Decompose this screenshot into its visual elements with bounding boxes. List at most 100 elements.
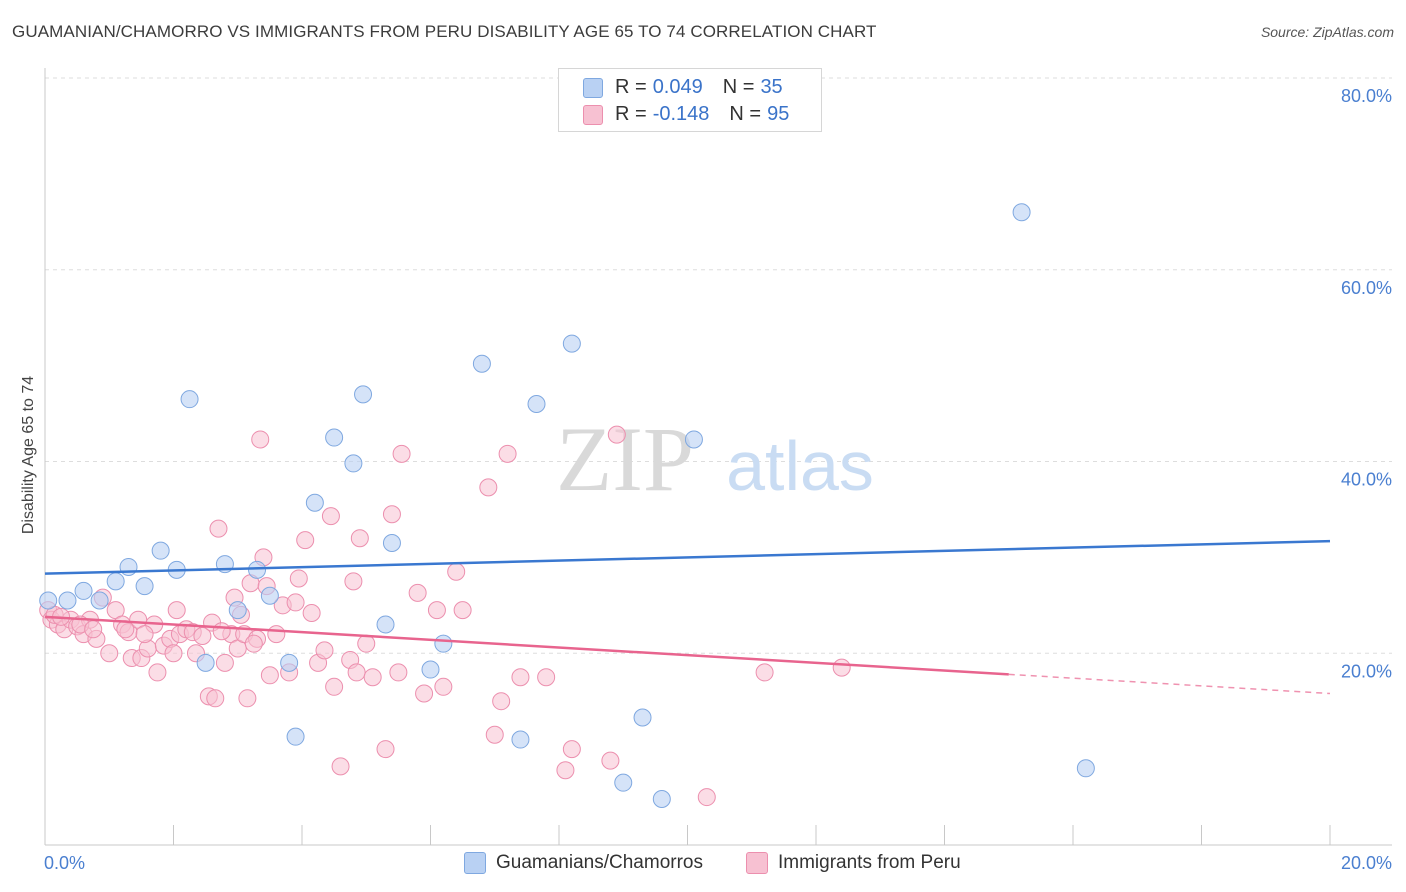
data-point-peru — [447, 562, 466, 581]
data-point-peru — [286, 593, 305, 612]
chart-title: GUAMANIAN/CHAMORRO VS IMMIGRANTS FROM PE… — [12, 22, 877, 41]
correlation-legend: R = 0.049 N = 35 R = -0.148 N = 95 — [558, 68, 822, 132]
data-point-peru — [479, 478, 498, 497]
data-point-guamanian — [1012, 203, 1031, 222]
data-point-peru — [260, 666, 279, 685]
data-point-peru — [492, 692, 511, 711]
data-point-peru — [251, 430, 270, 449]
grid-lines — [45, 77, 1392, 654]
y-tick-label: 80.0% — [1341, 86, 1392, 106]
n-value: 35 — [760, 76, 783, 98]
trend-line-peru-extension — [1008, 673, 1331, 695]
y-axis-label: Disability Age 65 to 74 — [20, 376, 37, 534]
data-point-guamanian — [421, 660, 440, 679]
data-point-peru — [755, 663, 774, 682]
legend-label: Immigrants from Peru — [778, 852, 961, 873]
y-tick-label: 60.0% — [1341, 278, 1392, 298]
data-point-peru — [209, 519, 228, 538]
data-point-peru — [238, 689, 257, 708]
data-point-guamanian — [633, 708, 652, 727]
data-point-peru — [315, 641, 334, 660]
data-point-peru — [267, 625, 286, 644]
r-label: R = — [615, 103, 647, 125]
data-point-peru — [344, 572, 363, 591]
axes — [44, 68, 1392, 846]
data-point-guamanian — [325, 428, 344, 447]
data-point-peru — [376, 740, 395, 759]
data-point-guamanian — [614, 773, 633, 792]
data-point-peru — [350, 529, 369, 548]
data-point-peru — [212, 622, 231, 641]
data-point-peru — [601, 751, 620, 770]
data-point-peru — [485, 725, 504, 744]
data-point-peru — [537, 668, 556, 687]
trend-line-guamanians — [44, 539, 1331, 575]
data-point-guamanian — [180, 390, 199, 409]
blue-swatch — [583, 77, 603, 98]
watermark-zip: ZIP — [556, 408, 694, 510]
data-point-guamanian — [228, 601, 247, 620]
data-point-guamanian — [58, 591, 77, 610]
y-tick-labels: 20.0% 40.0% 60.0% 80.0% — [1341, 86, 1392, 681]
data-point-guamanian — [472, 354, 491, 373]
data-point-guamanian — [354, 385, 373, 404]
data-point-peru — [511, 668, 530, 687]
data-point-peru — [363, 668, 382, 687]
data-point-guamanian — [260, 586, 279, 605]
data-point-peru — [215, 653, 234, 672]
data-point-guamanian — [74, 581, 93, 600]
series-legend: Guamanians/Chamorros Immigrants from Per… — [0, 852, 1406, 878]
n-label: N = — [729, 103, 762, 125]
chart-source: Source: ZipAtlas.com — [1260, 24, 1394, 40]
watermark: ZIP atlas — [556, 408, 874, 510]
data-point-peru — [116, 620, 135, 639]
data-point-guamanian — [1076, 759, 1095, 778]
data-point-peru — [697, 788, 716, 807]
y-tick-label: 20.0% — [1341, 661, 1392, 681]
x-tick-label: 20.0% — [1341, 853, 1392, 873]
trend-lines — [44, 539, 1331, 695]
data-point-peru — [347, 663, 366, 682]
data-point-peru — [556, 761, 575, 780]
data-point-guamanian — [135, 577, 154, 596]
data-point-guamanian — [286, 727, 305, 746]
data-point-guamanian — [382, 533, 401, 552]
n-label: N = — [722, 76, 755, 98]
data-point-peru — [427, 601, 446, 620]
data-point-peru — [164, 644, 183, 663]
data-point-peru — [296, 531, 315, 550]
r-label: R = — [615, 76, 647, 98]
data-point-peru — [562, 740, 581, 759]
data-point-peru — [607, 425, 626, 444]
data-point-peru — [392, 444, 411, 463]
legend-row-guamanians: R = 0.049 N = 35 — [583, 76, 783, 99]
legend-label: Guamanians/Chamorros — [496, 852, 703, 873]
data-point-peru — [408, 583, 427, 602]
data-point-guamanian — [196, 653, 215, 672]
data-point-guamanian — [434, 634, 453, 653]
series-immigrants-from-peru — [39, 425, 851, 807]
trend-line-peru — [44, 615, 1009, 676]
pink-swatch — [746, 852, 768, 874]
data-point-guamanian — [280, 653, 299, 672]
data-point-peru — [434, 677, 453, 696]
data-point-peru — [302, 603, 321, 622]
data-point-guamanian — [684, 430, 703, 449]
series-guamanians-chamorros — [39, 203, 1095, 808]
data-point-guamanian — [511, 730, 530, 749]
data-point-guamanian — [151, 541, 170, 560]
data-point-guamanian — [376, 615, 395, 634]
legend-row-peru: R = -0.148 N = 95 — [583, 103, 789, 126]
data-point-peru — [325, 677, 344, 696]
data-point-guamanian — [106, 572, 125, 591]
legend-item-peru: Immigrants from Peru — [746, 852, 961, 874]
data-point-peru — [148, 663, 167, 682]
watermark-atlas: atlas — [726, 427, 874, 505]
data-point-peru — [498, 444, 517, 463]
x-tick-label: 0.0% — [44, 853, 85, 873]
data-point-peru — [84, 620, 103, 639]
data-point-peru — [331, 757, 350, 776]
data-point-guamanian — [305, 493, 324, 512]
r-value: -0.148 — [652, 103, 710, 125]
